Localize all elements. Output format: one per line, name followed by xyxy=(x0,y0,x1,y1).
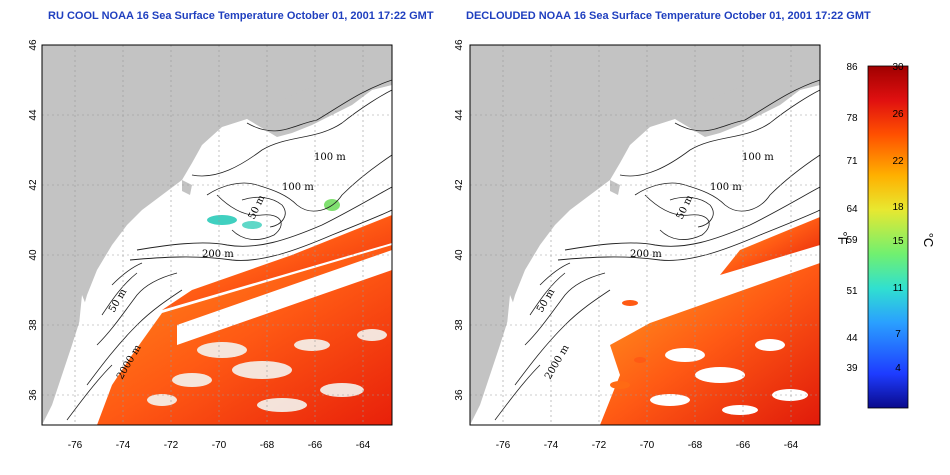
x-tick-label: -66 xyxy=(308,440,323,451)
fahrenheit-unit-label: °F xyxy=(835,231,850,244)
x-tick-label: -64 xyxy=(356,440,371,451)
left-sst-map: 100 m 100 m 50 m 200 m 50 m 2000 m xyxy=(41,44,393,426)
f-tick-label: 71 xyxy=(846,156,858,167)
y-tick-label: 42 xyxy=(454,179,465,191)
x-tick-label: -70 xyxy=(640,440,655,451)
c-tick-label: 11 xyxy=(893,283,904,294)
right-x-axis: -76 -74 -72 -70 -68 -66 -64 xyxy=(496,440,799,451)
f-tick-label: 39 xyxy=(846,363,858,374)
fahrenheit-ticks: 86 78 71 64 59 51 44 39 xyxy=(846,62,858,374)
y-tick-label: 44 xyxy=(28,109,39,121)
right-map-title: DECLOUDED NOAA 16 Sea Surface Temperatur… xyxy=(466,10,871,22)
y-tick-label: 46 xyxy=(28,39,39,51)
contour-label: 200 m xyxy=(630,249,662,260)
sst-field-south xyxy=(600,263,820,425)
x-tick-label: -68 xyxy=(260,440,275,451)
y-tick-label: 38 xyxy=(28,319,39,331)
colorbar: 86 78 71 64 59 51 44 39 30 26 22 18 15 1… xyxy=(835,62,936,409)
x-tick-label: -64 xyxy=(784,440,799,451)
contour-label: 100 m xyxy=(710,182,742,193)
y-tick-label: 36 xyxy=(454,389,465,401)
y-tick-label: 40 xyxy=(28,249,39,261)
x-tick-label: -68 xyxy=(688,440,703,451)
f-tick-label: 51 xyxy=(846,286,858,297)
y-tick-label: 36 xyxy=(28,389,39,401)
contour-label: 100 m xyxy=(282,182,314,193)
right-sst-map: 100 m 100 m 50 m 200 m 50 m 2000 m xyxy=(469,44,821,426)
f-tick-label: 64 xyxy=(846,204,858,215)
contour-label: 100 m xyxy=(742,152,774,163)
c-tick-label: 30 xyxy=(892,62,904,73)
x-tick-label: -70 xyxy=(212,440,227,451)
x-tick-label: -76 xyxy=(68,440,83,451)
x-tick-label: -72 xyxy=(164,440,179,451)
contour-label: 200 m xyxy=(202,249,234,260)
y-tick-label: 38 xyxy=(454,319,465,331)
y-tick-label: 46 xyxy=(454,39,465,51)
c-tick-label: 15 xyxy=(892,236,904,247)
celsius-unit-label: °C xyxy=(921,233,936,248)
left-y-axis: 46 44 42 40 38 36 xyxy=(28,39,39,401)
swath-gap xyxy=(177,250,392,345)
left-map-title: RU COOL NOAA 16 Sea Surface Temperature … xyxy=(48,10,434,22)
sst-field-north xyxy=(720,217,820,275)
c-tick-label: 18 xyxy=(892,202,904,213)
f-tick-label: 44 xyxy=(846,333,858,344)
colorbar-gradient xyxy=(867,65,909,409)
graticule xyxy=(470,45,820,425)
x-tick-label: -74 xyxy=(116,440,131,451)
x-tick-label: -66 xyxy=(736,440,751,451)
y-tick-label: 40 xyxy=(454,249,465,261)
x-tick-label: -72 xyxy=(592,440,607,451)
c-tick-label: 26 xyxy=(892,109,904,120)
c-tick-label: 4 xyxy=(895,363,901,374)
sst-field-north xyxy=(162,215,392,310)
cloud-cover xyxy=(147,329,387,412)
y-tick-label: 42 xyxy=(28,179,39,191)
contour-label: 100 m xyxy=(314,152,346,163)
right-y-axis: 46 44 42 40 38 36 xyxy=(454,39,465,401)
c-tick-label: 7 xyxy=(895,329,901,340)
f-tick-label: 78 xyxy=(846,113,858,124)
x-tick-label: -76 xyxy=(496,440,511,451)
x-tick-label: -74 xyxy=(544,440,559,451)
celsius-ticks: 30 26 22 18 15 11 7 4 xyxy=(892,62,904,374)
left-x-axis: -76 -74 -72 -70 -68 -66 -64 xyxy=(68,440,371,451)
c-tick-label: 22 xyxy=(892,156,904,167)
graticule xyxy=(42,44,392,425)
f-tick-label: 86 xyxy=(846,62,858,73)
decloud-gaps xyxy=(650,339,808,415)
f-tick-label: 59 xyxy=(846,235,858,246)
y-tick-label: 44 xyxy=(454,109,465,121)
